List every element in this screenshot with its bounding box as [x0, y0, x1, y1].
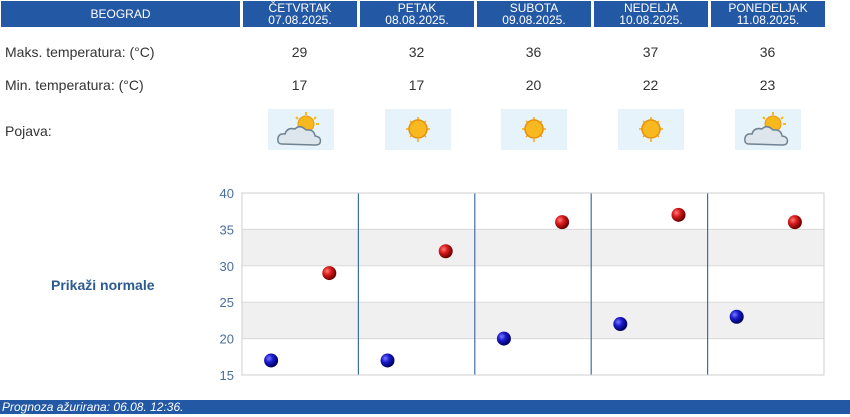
min-temperature-point — [264, 353, 279, 368]
city-name: BEOGRAD — [90, 7, 151, 21]
day-header: ČETVRTAK 07.08.2025. — [243, 1, 357, 27]
max-temperature-value: 32 — [408, 44, 425, 60]
day-date: 07.08.2025. — [268, 13, 332, 27]
day-name: PETAK — [397, 1, 437, 15]
max-temperature-value: 37 — [642, 44, 659, 60]
forecast-updated-footer: Prognoza ažurirana: 06.08. 12:36. — [0, 400, 850, 414]
sun-icon — [501, 109, 567, 150]
min-temperature-value: 17 — [408, 77, 425, 93]
day-name: NEDELJA — [623, 1, 679, 15]
partly-cloudy-icon — [735, 109, 801, 150]
min-temperature-value: 23 — [759, 77, 776, 93]
sun-icon — [385, 109, 451, 150]
day-header: PETAK 08.08.2025. — [360, 1, 474, 27]
y-tick-label: 25 — [220, 295, 234, 310]
chart-band — [242, 302, 824, 339]
show-normals-link[interactable]: Prikaži normale — [51, 277, 155, 293]
y-tick-label: 40 — [220, 186, 234, 201]
y-tick-label: 20 — [220, 332, 234, 347]
min-temperature-point — [496, 331, 511, 346]
forecast-header: BEOGRAD ČETVRTAK 07.08.2025. PETAK 08.08… — [0, 0, 850, 28]
day-date: 11.08.2025. — [736, 13, 800, 27]
city-header: BEOGRAD — [1, 1, 240, 27]
min-temperature-value: 22 — [642, 77, 659, 93]
min-temperature-label: Min. temperatura: (°C) — [5, 77, 144, 93]
y-tick-label: 35 — [220, 222, 234, 237]
day-name: PONEDELJAK — [728, 1, 808, 15]
sun-icon — [618, 109, 684, 150]
day-header: PONEDELJAK 11.08.2025. — [711, 1, 825, 27]
day-name: ČETVRTAK — [268, 1, 332, 15]
max-temperature-label: Maks. temperatura: (°C) — [5, 44, 155, 60]
partly-cloudy-icon — [268, 109, 334, 150]
min-temperature-point — [729, 309, 744, 324]
max-temperature-point — [671, 207, 686, 222]
max-temperature-point — [787, 215, 802, 230]
y-tick-label: 30 — [220, 259, 234, 274]
max-temperature-point — [555, 215, 570, 230]
max-temperature-point — [438, 244, 453, 259]
min-temperature-point — [613, 317, 628, 332]
y-tick-label: 15 — [220, 368, 234, 383]
max-temperature-value: 29 — [291, 44, 308, 60]
day-header: SUBOTA 09.08.2025. — [477, 1, 591, 27]
day-date: 09.08.2025. — [502, 13, 566, 27]
temperature-chart: 40 35 30 25 20 15 — [220, 186, 825, 383]
forecast-updated-text: Prognoza ažurirana: 06.08. 12:36. — [2, 400, 184, 414]
max-temperature-point — [322, 266, 337, 281]
day-header: NEDELJA 10.08.2025. — [594, 1, 708, 27]
day-name: SUBOTA — [509, 1, 559, 15]
max-temperature-value: 36 — [525, 44, 542, 60]
max-temperature-value: 36 — [759, 44, 776, 60]
phenomenon-label: Pojava: — [5, 123, 52, 139]
min-temperature-point — [380, 353, 395, 368]
min-temperature-value: 17 — [291, 77, 308, 93]
plot-frame — [241, 192, 825, 376]
chart-band — [242, 229, 824, 266]
day-date: 10.08.2025. — [619, 13, 683, 27]
day-date: 08.08.2025. — [385, 13, 449, 27]
min-temperature-value: 20 — [525, 77, 542, 93]
